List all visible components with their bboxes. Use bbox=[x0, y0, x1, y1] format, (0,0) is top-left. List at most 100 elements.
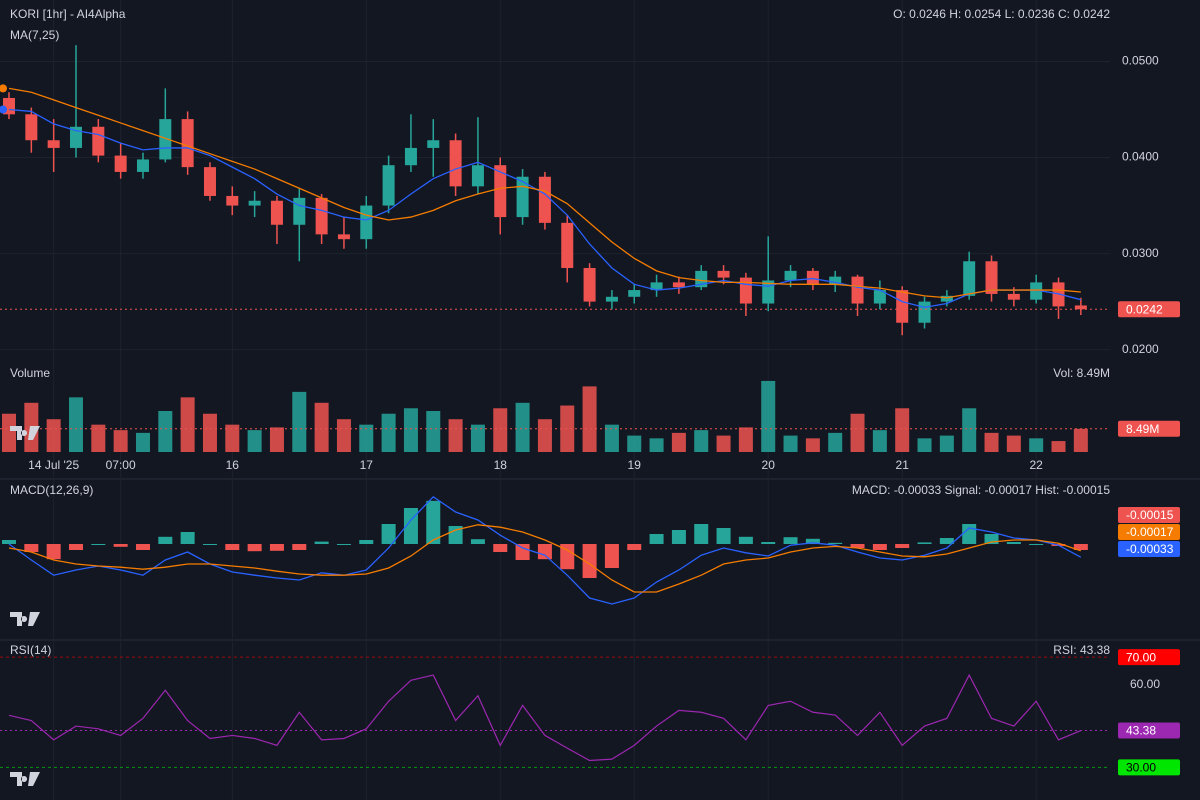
macd-histogram-bar bbox=[828, 542, 843, 544]
candle-body bbox=[918, 301, 931, 323]
price-tag: -0.00015 bbox=[1126, 508, 1174, 522]
volume-bar bbox=[828, 432, 843, 452]
y-tick-label: 0.0400 bbox=[1122, 150, 1159, 164]
price-tag: 30.00 bbox=[1126, 761, 1156, 775]
volume-bar bbox=[91, 424, 106, 452]
candle-body bbox=[1074, 305, 1087, 310]
candle-body bbox=[69, 126, 82, 148]
price-tag: 0.0242 bbox=[1126, 302, 1163, 316]
macd-histogram-bar bbox=[292, 544, 307, 550]
plot bbox=[0, 45, 1110, 768]
volume-bar bbox=[403, 408, 418, 452]
candle-body bbox=[538, 176, 551, 223]
volume-bar bbox=[470, 424, 485, 452]
macd-line bbox=[8, 495, 1082, 605]
candle-body bbox=[516, 176, 529, 218]
volume-bar bbox=[515, 402, 530, 452]
macd-histogram-bar bbox=[627, 544, 642, 550]
price-tag: -0.00033 bbox=[1126, 542, 1174, 556]
candle-body bbox=[47, 140, 60, 148]
macd-histogram-bar bbox=[269, 544, 284, 551]
x-tick-label: 21 bbox=[896, 458, 910, 472]
grid bbox=[0, 0, 1110, 800]
price-tag: 70.00 bbox=[1126, 650, 1156, 664]
candle-body bbox=[940, 295, 953, 302]
volume-bar bbox=[1029, 438, 1044, 452]
volume-bar bbox=[359, 424, 374, 452]
candle-body bbox=[360, 205, 373, 240]
x-tick-label: 14 Jul '25 bbox=[28, 458, 79, 472]
macd-histogram-bar bbox=[761, 542, 776, 544]
volume-bar bbox=[604, 424, 619, 452]
volume-bar bbox=[1073, 428, 1088, 452]
candle-body bbox=[136, 159, 149, 172]
volume-bar bbox=[671, 432, 686, 452]
price-tag-bg bbox=[1118, 541, 1180, 557]
candle-body bbox=[203, 167, 216, 196]
volume-bar bbox=[917, 438, 932, 452]
volume-bar bbox=[783, 435, 798, 452]
macd-histogram-bar bbox=[1073, 544, 1088, 550]
labels: 14 Jul '25 07:00 16 17 18 19 20 21 22 0.0500 0.040… bbox=[28, 54, 1180, 776]
macd-histogram-bar bbox=[850, 544, 865, 548]
macd-histogram-bar bbox=[381, 524, 396, 544]
macd-histogram-bar bbox=[113, 544, 128, 547]
candle-body bbox=[427, 140, 440, 148]
candle-body bbox=[583, 267, 596, 302]
volume-bar bbox=[716, 435, 731, 452]
volume-bar bbox=[738, 427, 753, 452]
candle-body bbox=[717, 270, 730, 278]
macd-histogram-bar bbox=[962, 524, 977, 544]
volume-bar bbox=[805, 438, 820, 452]
volume-bar bbox=[336, 419, 351, 452]
macd-histogram-bar bbox=[1006, 542, 1021, 544]
candle-body bbox=[628, 290, 641, 297]
volume-bar bbox=[426, 411, 441, 452]
price-tag-bg bbox=[1118, 649, 1180, 666]
candle-body bbox=[561, 222, 574, 268]
price-tag: -0.00017 bbox=[1126, 525, 1174, 539]
candle-body bbox=[672, 282, 685, 288]
macd-histogram-bar bbox=[560, 544, 575, 570]
tv-logo bbox=[10, 612, 40, 626]
volume-bar bbox=[1051, 441, 1066, 452]
x-tick-label: 22 bbox=[1030, 458, 1044, 472]
price-tag-bg bbox=[1118, 524, 1180, 540]
macd-histogram-bar bbox=[694, 524, 709, 544]
candle-body bbox=[985, 261, 998, 294]
candle-body bbox=[806, 270, 819, 285]
volume-bar bbox=[448, 419, 463, 452]
macd-histogram-bar bbox=[68, 544, 83, 550]
macd-histogram-bar bbox=[671, 530, 686, 544]
volume-bar bbox=[202, 413, 217, 452]
candle-body bbox=[851, 276, 864, 304]
ma-marker bbox=[0, 105, 7, 114]
volume-bar bbox=[381, 413, 396, 452]
y-tick-label: 0.0200 bbox=[1122, 342, 1159, 356]
macd-histogram-bar bbox=[917, 542, 932, 544]
macd-histogram-bar bbox=[872, 544, 887, 550]
macd-histogram-bar bbox=[426, 500, 441, 544]
candle-body bbox=[25, 114, 38, 141]
candle-body bbox=[337, 234, 350, 240]
macd-summary: MACD: -0.00033 Signal: -0.00017 Hist: -0… bbox=[852, 483, 1110, 497]
candle-body bbox=[159, 119, 172, 160]
tv-logo bbox=[10, 426, 40, 440]
moving-average bbox=[8, 108, 1082, 309]
x-tick-label: 07:00 bbox=[106, 458, 136, 472]
volume-bar bbox=[180, 397, 195, 452]
volume-bar bbox=[984, 432, 999, 452]
candle-body bbox=[873, 290, 886, 304]
volume-bar bbox=[939, 435, 954, 452]
candle-body bbox=[896, 290, 909, 323]
candle-body bbox=[963, 261, 976, 296]
macd-histogram-bar bbox=[649, 534, 664, 544]
ohlc-text: O: 0.0246 H: 0.0254 L: 0.0236 C: 0.0242 bbox=[893, 7, 1110, 21]
rsi-line bbox=[8, 673, 1082, 762]
volume-bar bbox=[292, 391, 307, 452]
candle-body bbox=[404, 147, 417, 166]
candle-body bbox=[494, 165, 507, 218]
macd-histogram-bar bbox=[604, 544, 619, 568]
